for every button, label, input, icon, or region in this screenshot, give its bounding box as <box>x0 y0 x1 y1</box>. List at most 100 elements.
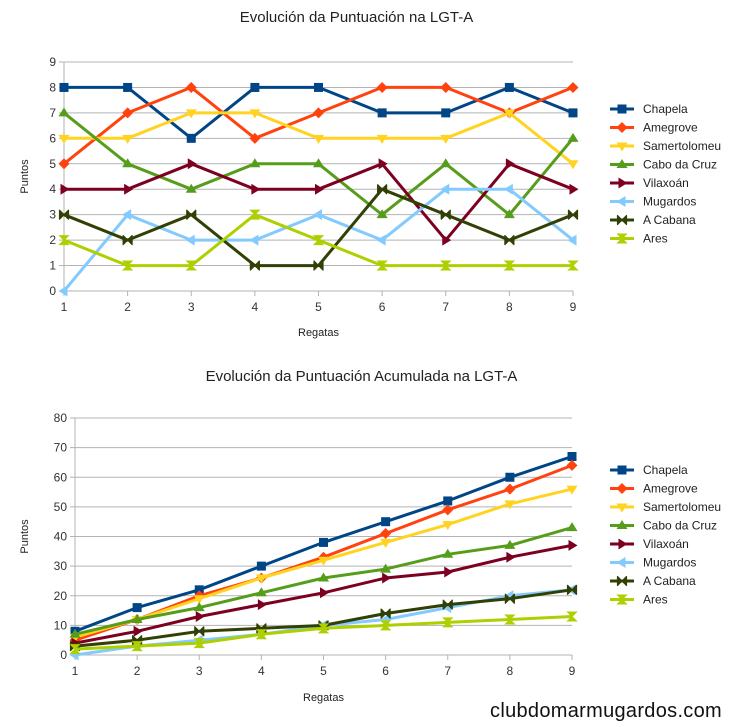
y-tick-label: 1 <box>49 259 56 273</box>
legend-marker <box>616 575 628 587</box>
data-point <box>313 107 324 119</box>
legend-item-mugardos: Mugardos <box>610 195 696 209</box>
data-point <box>567 81 579 93</box>
data-point <box>442 548 454 558</box>
data-point <box>504 500 516 510</box>
data-point <box>132 603 142 613</box>
y-tick-label: 7 <box>49 106 56 120</box>
x-tick-label: 3 <box>196 664 203 678</box>
data-point <box>123 82 133 92</box>
data-point <box>504 539 516 549</box>
data-point <box>315 183 324 195</box>
x-tick-label: 1 <box>61 300 68 314</box>
data-point <box>566 522 578 532</box>
data-point <box>566 485 578 495</box>
legend-label: A Cabana <box>643 574 696 588</box>
data-point <box>312 235 325 246</box>
x-tick-label: 8 <box>506 300 513 314</box>
series-line <box>64 162 574 242</box>
data-point <box>185 81 197 93</box>
data-point <box>255 574 267 584</box>
data-point <box>442 521 454 531</box>
data-point <box>567 160 579 170</box>
x-tick-label: 6 <box>382 664 389 678</box>
legend-item-chapela: Chapela <box>610 102 688 116</box>
data-point <box>195 610 205 622</box>
data-point <box>255 587 267 597</box>
data-point <box>441 108 451 118</box>
data-point <box>313 158 324 168</box>
data-point <box>567 132 579 142</box>
legend-item-cabo-da-cruz: Cabo da Cruz <box>610 158 717 172</box>
series-mugardos <box>58 183 577 297</box>
series-ares <box>69 611 578 655</box>
series-chapela <box>70 452 577 636</box>
y-tick-label: 70 <box>54 441 68 455</box>
series-ares <box>58 209 579 271</box>
x-tick-label: 4 <box>252 300 259 314</box>
data-point <box>59 82 69 92</box>
data-point <box>440 158 452 168</box>
y-tick-label: 80 <box>54 411 68 425</box>
legend-item-ares: Ares <box>610 593 668 607</box>
legend-label: Ares <box>643 232 668 246</box>
data-point <box>442 234 452 246</box>
data-point <box>58 107 70 117</box>
legend-label: Vilaxoán <box>643 176 689 190</box>
data-point <box>122 134 134 144</box>
data-point <box>257 599 267 611</box>
legend-label: Mugardos <box>643 556 696 570</box>
data-point <box>503 260 516 271</box>
data-point <box>124 183 134 195</box>
data-point <box>504 82 514 92</box>
data-point <box>313 134 324 144</box>
data-point <box>504 593 515 604</box>
legend-item-vilaxoan: Vilaxoán <box>610 176 689 190</box>
data-point <box>185 234 195 246</box>
data-point <box>567 452 577 462</box>
data-point <box>376 209 388 219</box>
data-point <box>443 496 453 506</box>
data-point <box>504 235 515 246</box>
x-tick-label: 5 <box>315 300 322 314</box>
data-point <box>194 585 204 595</box>
data-point <box>503 109 515 119</box>
data-point <box>442 599 453 610</box>
y-tick-label: 60 <box>54 470 68 484</box>
site-watermark: clubdomarmugardos.com <box>490 700 722 722</box>
legend-marker <box>616 594 628 605</box>
x-tick-label: 1 <box>72 664 79 678</box>
legend-label: Samertolomeu <box>643 139 721 153</box>
series-line <box>63 187 574 268</box>
x-axis-label: Regatas <box>298 327 339 339</box>
series-vilaxoan <box>71 539 578 649</box>
data-point <box>58 158 70 170</box>
x-tick-label: 2 <box>134 664 141 678</box>
data-point <box>566 459 578 471</box>
legend-marker <box>616 142 628 152</box>
data-point <box>255 629 268 640</box>
data-point <box>381 517 391 527</box>
data-point <box>379 620 392 631</box>
legend-item-samertolomeu: Samertolomeu <box>610 500 721 514</box>
y-tick-label: 6 <box>49 131 56 145</box>
y-axis-label: Puntos <box>19 159 31 194</box>
legend: Chapela Amegrove Samertolomeu Cabo da Cruz V… <box>610 463 721 607</box>
data-point <box>567 260 579 271</box>
y-tick-label: 30 <box>54 559 68 573</box>
data-point <box>376 134 388 144</box>
chart-2: Evolución da Puntuación Acumulada na LGT… <box>19 368 721 704</box>
data-point <box>319 537 328 547</box>
legend-marker <box>616 196 626 207</box>
data-point <box>380 563 392 573</box>
legend-marker <box>616 483 628 494</box>
x-tick-label: 4 <box>258 664 265 678</box>
legend-marker <box>616 557 626 568</box>
data-point <box>503 183 513 195</box>
legend-label: Cabo da Cruz <box>643 158 717 172</box>
series-vilaxoan <box>60 158 579 246</box>
data-point <box>185 183 197 193</box>
x-tick-label: 7 <box>442 300 449 314</box>
data-point <box>505 158 515 170</box>
legend-item-ares: Ares <box>610 232 668 246</box>
